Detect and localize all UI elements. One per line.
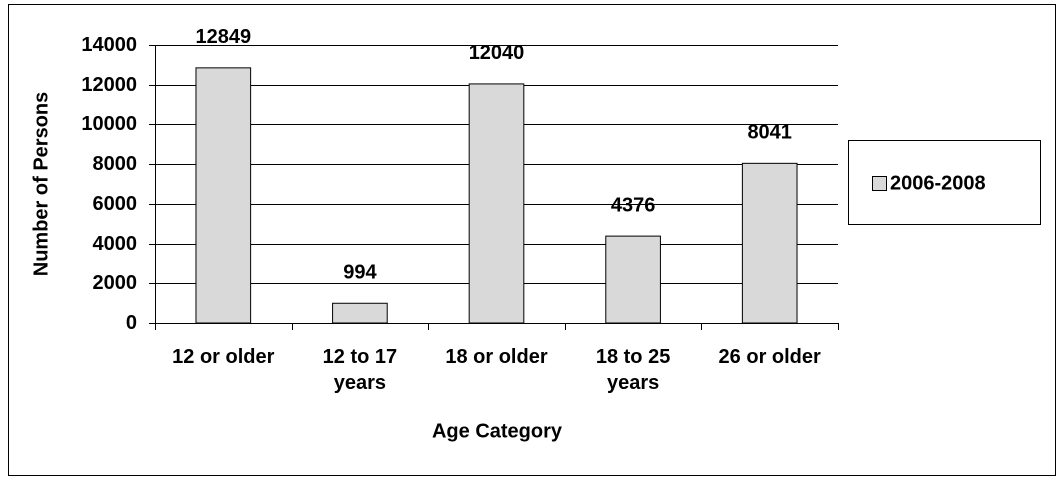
data-label: 8041 (747, 122, 792, 144)
x-tick-label: 18 to 25 years (595, 346, 671, 394)
y-tick-label: 12000 (81, 74, 137, 96)
y-tick-label: 4000 (93, 233, 138, 255)
bar (468, 83, 525, 324)
y-tick-label: 8000 (93, 153, 138, 175)
bar (195, 67, 252, 324)
chart-border (8, 4, 1056, 476)
x-tick-label: 26 or older (718, 346, 821, 368)
bar (741, 162, 798, 324)
legend-label: 2006-2008 (890, 172, 986, 194)
data-label: 994 (343, 262, 377, 284)
y-tick-label: 2000 (93, 272, 138, 294)
y-tick-label: 0 (126, 312, 137, 334)
legend-swatch (872, 176, 887, 191)
y-tick-label: 6000 (93, 193, 138, 215)
data-label: 12040 (469, 42, 525, 64)
x-tick-label: 12 to 17 years (322, 346, 398, 394)
y-tick-label: 14000 (81, 34, 137, 56)
data-label: 12849 (195, 26, 251, 48)
data-label: 4376 (611, 194, 656, 216)
bar (605, 235, 661, 324)
bar (332, 302, 388, 324)
y-tick-label: 10000 (81, 113, 137, 135)
y-axis-title: Number of Persons (30, 92, 52, 276)
x-tick-label: 12 or older (172, 346, 275, 368)
x-tick-label: 18 or older (445, 346, 548, 368)
x-axis-title: Age Category (432, 420, 563, 442)
